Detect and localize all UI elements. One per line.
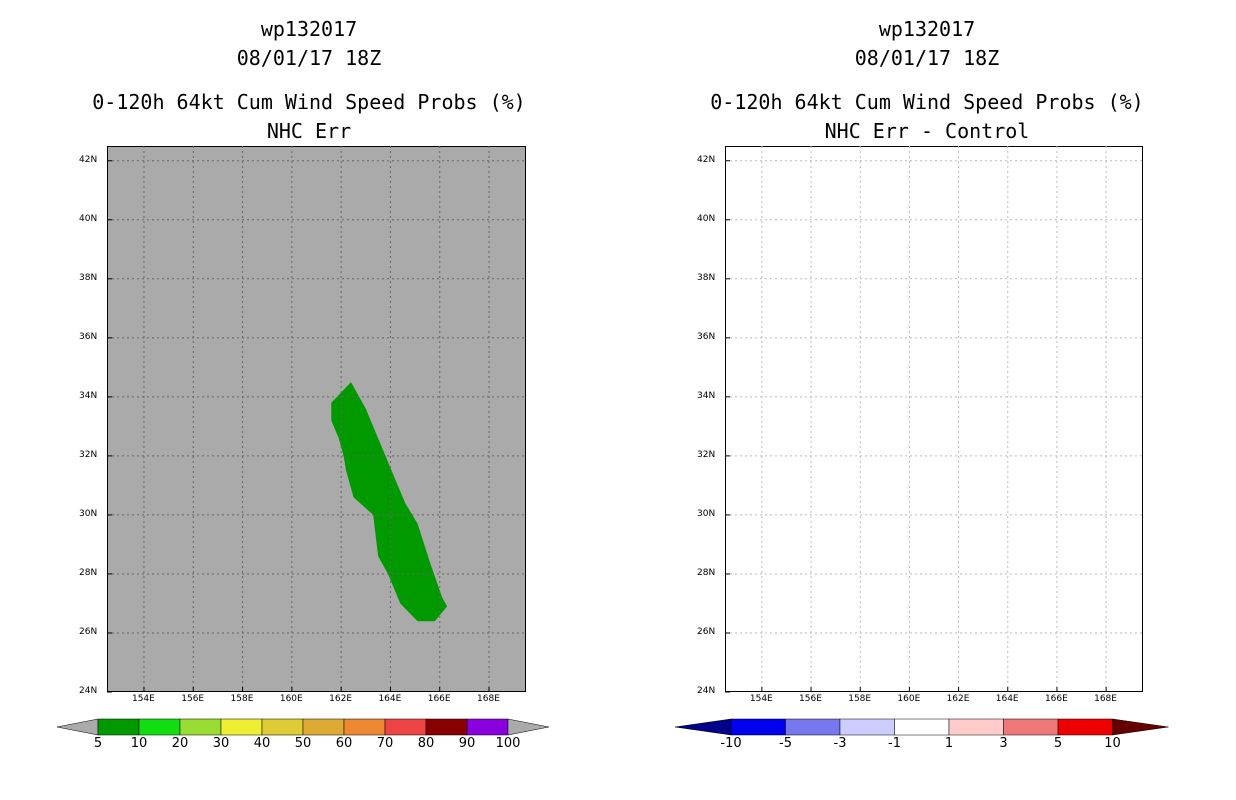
lon-label: 162E <box>329 694 353 704</box>
colorbar-segment <box>220 718 263 736</box>
lat-label: 40N <box>79 213 98 224</box>
left-colorbar <box>56 718 550 736</box>
colorbar-label: 90 <box>458 736 476 751</box>
left-title-product: 0-120h 64kt Cum Wind Speed Probs (%) <box>92 90 526 114</box>
colorbar-label: 10 <box>130 736 148 751</box>
colorbar-label: 5 <box>1053 736 1063 751</box>
lat-label: 28N <box>79 567 98 578</box>
right-map <box>725 146 1143 693</box>
colorbar-label: -1 <box>888 736 901 751</box>
lat-label: 34N <box>79 390 98 401</box>
lat-label: 36N <box>79 331 98 342</box>
colorbar-label: 70 <box>376 736 394 751</box>
lat-label: 24N <box>697 686 716 696</box>
colorbar-segment <box>384 718 427 736</box>
colorbar-label: 80 <box>417 736 435 751</box>
colorbar-label: -5 <box>779 736 792 751</box>
right-map-graphics <box>725 146 1143 693</box>
lat-label: 32N <box>79 449 98 460</box>
left-map-graphics <box>107 146 526 693</box>
colorbar-label: 100 <box>495 736 521 751</box>
colorbar-segment <box>97 718 140 736</box>
colorbar-label: -10 <box>720 736 742 751</box>
left-title-subtitle: NHC Err <box>266 119 352 143</box>
lon-label: 158E <box>848 694 872 704</box>
lat-label: 36N <box>697 331 716 342</box>
colorbar-high-triangle <box>507 718 550 736</box>
lat-label: 24N <box>79 686 98 696</box>
colorbar-segment <box>425 718 468 736</box>
lon-label: 164E <box>995 694 1019 704</box>
colorbar-label: 20 <box>171 736 189 751</box>
lon-label: 162E <box>946 694 970 704</box>
colorbar-segment <box>261 718 304 736</box>
right-colorbar <box>674 718 1169 736</box>
colorbar-high-triangle <box>1112 718 1169 736</box>
lat-label: 42N <box>79 154 98 165</box>
right-title-subtitle: NHC Err - Control <box>824 119 1030 143</box>
lon-label: 158E <box>230 694 254 704</box>
left-title-storm-id: wp132017 <box>260 17 358 41</box>
left-title-datetime: 08/01/17 18Z <box>236 46 382 70</box>
lat-label: 42N <box>697 154 716 165</box>
colorbar-segment <box>343 718 386 736</box>
lat-label: 40N <box>697 213 716 224</box>
lat-label: 34N <box>697 390 716 401</box>
lon-label: 160E <box>897 694 921 704</box>
lon-label: 154E <box>749 694 773 704</box>
colorbar-label: 10 <box>1104 736 1121 751</box>
colorbar-segment <box>1003 718 1059 736</box>
lat-label: 30N <box>697 508 716 519</box>
colorbar-label: 1 <box>944 736 954 751</box>
colorbar-low-triangle <box>56 718 99 736</box>
lon-label: 168E <box>477 694 500 704</box>
lat-label: 32N <box>697 449 716 460</box>
left-map <box>107 146 526 693</box>
colorbar-segment <box>138 718 181 736</box>
lon-label: 154E <box>131 694 155 704</box>
colorbar-label: 3 <box>999 736 1008 751</box>
lat-label: 38N <box>697 272 716 283</box>
lon-label: 156E <box>181 694 205 704</box>
lon-label: 168E <box>1094 694 1117 704</box>
colorbar-low-triangle <box>674 718 732 736</box>
probability-swath <box>331 382 448 622</box>
lon-label: 156E <box>799 694 822 704</box>
colorbar-segment <box>1057 718 1113 736</box>
lon-label: 164E <box>378 694 402 704</box>
colorbar-label: -3 <box>833 736 847 751</box>
colorbar-segment <box>785 718 841 736</box>
lon-label: 166E <box>1044 694 1068 704</box>
colorbar-segment <box>839 718 895 736</box>
colorbar-label: 30 <box>212 736 230 751</box>
lat-label: 30N <box>79 508 98 519</box>
colorbar-segment <box>948 718 1004 736</box>
lat-label: 28N <box>697 567 716 578</box>
colorbar-segment <box>179 718 222 736</box>
colorbar-label: 5 <box>93 736 103 751</box>
colorbar-label: 40 <box>253 736 271 751</box>
colorbar-segment <box>730 718 786 736</box>
lon-label: 166E <box>427 694 451 704</box>
lat-label: 26N <box>697 626 716 637</box>
right-title-datetime: 08/01/17 18Z <box>854 46 1000 70</box>
lon-label: 160E <box>279 694 303 704</box>
right-title-product: 0-120h 64kt Cum Wind Speed Probs (%) <box>710 90 1144 114</box>
colorbar-segment <box>466 718 509 736</box>
lat-label: 38N <box>79 272 98 283</box>
colorbar-segment <box>302 718 345 736</box>
colorbar-label: 50 <box>294 736 312 751</box>
right-title-storm-id: wp132017 <box>878 17 976 41</box>
colorbar-label: 60 <box>335 736 353 751</box>
colorbar-segment <box>894 718 950 736</box>
lat-label: 26N <box>79 626 98 637</box>
